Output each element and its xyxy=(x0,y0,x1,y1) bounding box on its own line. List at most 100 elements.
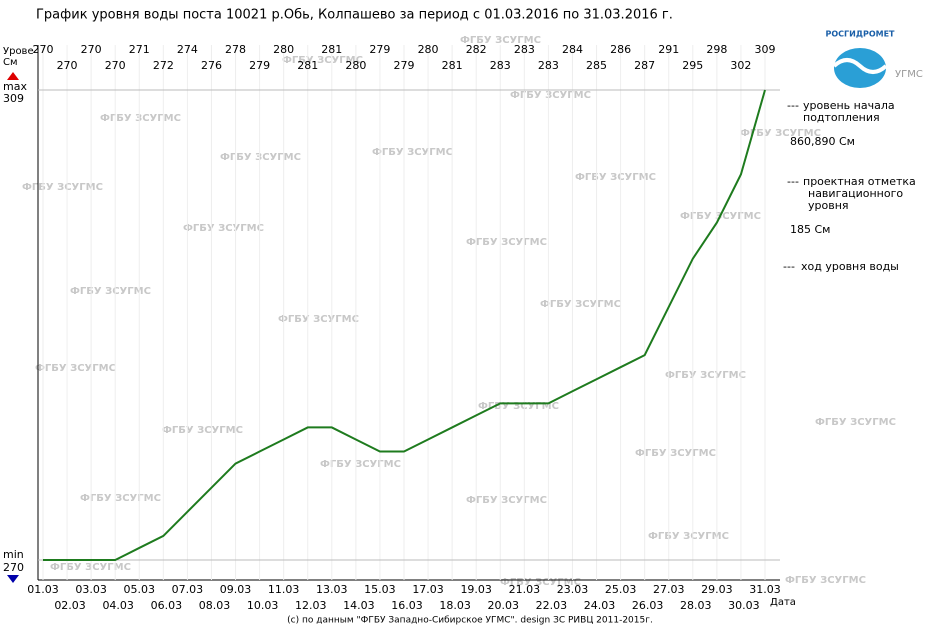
x-tick-label: 15.03 xyxy=(364,583,396,596)
value-label: 270 xyxy=(105,59,126,72)
watermark: ФГБУ ЗСУГМС xyxy=(466,237,547,248)
x-label: Дата xyxy=(770,597,796,608)
watermark: ФГБУ ЗСУГМС xyxy=(815,417,896,428)
x-tick-label: 04.03 xyxy=(102,599,134,612)
y-label: Урове xyxy=(3,46,34,57)
watermark: ФГБУ ЗСУГМС xyxy=(162,425,243,436)
watermark: ФГБУ ЗСУГМС xyxy=(466,495,547,506)
x-tick-label: 21.03 xyxy=(509,583,541,596)
value-label: 281 xyxy=(321,43,342,56)
value-label: 283 xyxy=(490,59,511,72)
y-label: См xyxy=(3,57,18,68)
legend-marker: --- xyxy=(783,260,795,273)
value-label: 281 xyxy=(297,59,318,72)
value-label: 280 xyxy=(345,59,366,72)
x-tick-label: 13.03 xyxy=(316,583,348,596)
x-tick-label: 11.03 xyxy=(268,583,300,596)
down-arrow xyxy=(7,575,19,583)
footer: (c) по данным "ФГБУ Западно-Сибирское УГ… xyxy=(287,616,653,626)
watermark: ФГБУ ЗСУГМС xyxy=(510,90,591,101)
x-tick-label: 24.03 xyxy=(584,599,616,612)
legend-value: 860,890 См xyxy=(790,135,855,148)
y-tick-label: 309 xyxy=(3,92,24,105)
value-label: 279 xyxy=(394,59,415,72)
watermark: ФГБУ ЗСУГМС xyxy=(575,172,656,183)
legend-marker: --- xyxy=(787,99,799,112)
watermark: ФГБУ ЗСУГМС xyxy=(785,575,866,586)
x-tick-label: 29.03 xyxy=(701,583,733,596)
x-tick-label: 25.03 xyxy=(605,583,637,596)
value-label: 309 xyxy=(755,43,776,56)
x-tick-label: 27.03 xyxy=(653,583,685,596)
value-label: 270 xyxy=(33,43,54,56)
x-tick-label: 20.03 xyxy=(488,599,520,612)
watermark: ФГБУ ЗСУГМС xyxy=(540,299,621,310)
legend-marker: --- xyxy=(787,175,799,188)
x-tick-label: 23.03 xyxy=(557,583,589,596)
x-tick-label: 10.03 xyxy=(247,599,279,612)
watermark: ФГБУ ЗСУГМС xyxy=(665,370,746,381)
legend-value: 185 См xyxy=(790,223,830,236)
value-label: 280 xyxy=(273,43,294,56)
x-tick-label: 26.03 xyxy=(632,599,664,612)
logo-wave xyxy=(832,58,888,74)
x-tick-label: 16.03 xyxy=(391,599,423,612)
value-label: 276 xyxy=(201,59,222,72)
watermark: ФГБУ ЗСУГМС xyxy=(183,223,264,234)
legend-text: навигационного xyxy=(808,187,903,200)
watermark: ФГБУ ЗСУГМС xyxy=(282,55,363,66)
up-arrow xyxy=(7,72,19,80)
legend-text: уровня xyxy=(808,199,849,212)
value-label: 272 xyxy=(153,59,174,72)
value-label: 298 xyxy=(706,43,727,56)
value-label: 295 xyxy=(682,59,703,72)
x-tick-label: 02.03 xyxy=(54,599,86,612)
watermark: ФГБУ ЗСУГМС xyxy=(460,35,541,46)
x-tick-label: 17.03 xyxy=(412,583,444,596)
watermark: ФГБУ ЗСУГМС xyxy=(35,363,116,374)
value-label: 286 xyxy=(610,43,631,56)
x-tick-label: 03.03 xyxy=(75,583,107,596)
min-label: min xyxy=(3,548,24,561)
x-tick-label: 06.03 xyxy=(151,599,183,612)
x-tick-label: 31.03 xyxy=(749,583,781,596)
x-tick-label: 07.03 xyxy=(172,583,204,596)
value-label: 270 xyxy=(57,59,78,72)
logo: РОСГИДРОМЕТ УГМС xyxy=(826,30,923,88)
watermark: ФГБУ ЗСУГМС xyxy=(740,128,821,139)
value-label: 270 xyxy=(81,43,102,56)
value-label: 285 xyxy=(586,59,607,72)
watermark: ФГБУ ЗСУГМС xyxy=(220,152,301,163)
x-tick-label: 18.03 xyxy=(439,599,471,612)
value-label: 280 xyxy=(418,43,439,56)
x-tick-label: 12.03 xyxy=(295,599,327,612)
value-label: 287 xyxy=(634,59,655,72)
value-label: 291 xyxy=(658,43,679,56)
logo-sub: УГМС xyxy=(895,69,923,80)
x-tick-label: 01.03 xyxy=(27,583,59,596)
value-label: 279 xyxy=(369,43,390,56)
line-series xyxy=(43,89,766,561)
watermark: ФГБУ ЗСУГМС xyxy=(478,401,559,412)
y-tick-label: 270 xyxy=(3,561,24,574)
legend-text: уровень начала xyxy=(803,99,895,112)
x-tick-label: 28.03 xyxy=(680,599,712,612)
legend-text: ход уровня воды xyxy=(801,260,899,273)
x-tick-label: 08.03 xyxy=(199,599,231,612)
watermark: ФГБУ ЗСУГМС xyxy=(70,286,151,297)
value-label: 279 xyxy=(249,59,270,72)
watermark: ФГБУ ЗСУГМС xyxy=(278,314,359,325)
legend-text: подтопления xyxy=(803,111,880,124)
legend-text: проектная отметка xyxy=(803,175,916,188)
logo-name: РОСГИДРОМЕТ xyxy=(826,30,896,39)
value-label: 281 xyxy=(442,59,463,72)
value-label: 282 xyxy=(466,43,487,56)
chart-title: График уровня воды поста 10021 р.Обь, Ко… xyxy=(36,8,673,23)
max-label: max xyxy=(3,80,27,93)
x-tick-label: 14.03 xyxy=(343,599,375,612)
watermark: ФГБУ ЗСУГМС xyxy=(500,577,581,588)
watermark: ФГБУ ЗСУГМС xyxy=(80,493,161,504)
x-tick-label: 09.03 xyxy=(220,583,252,596)
value-label: 283 xyxy=(538,59,559,72)
